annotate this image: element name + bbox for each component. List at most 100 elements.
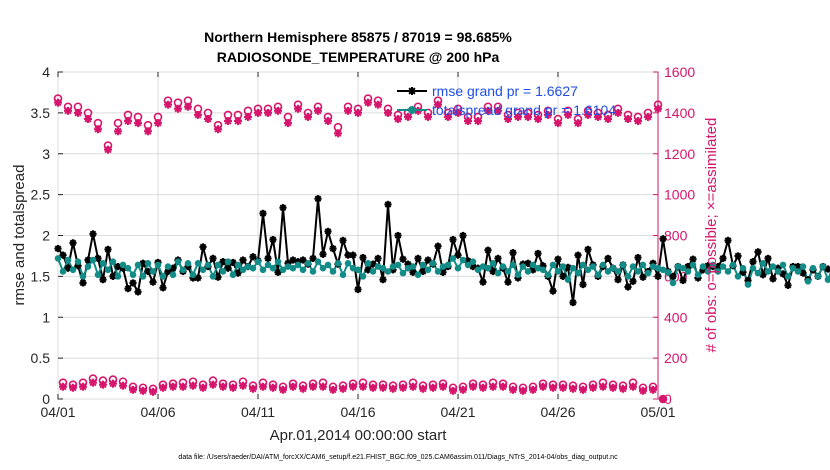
obs-assimilated-point (289, 382, 297, 391)
marker-stroke (319, 383, 327, 391)
rmse-point (414, 254, 422, 262)
marker-stroke (579, 281, 587, 288)
marker-stroke (409, 268, 417, 276)
marker-stroke (109, 380, 117, 388)
totalspread-point (824, 276, 830, 283)
marker-stroke (229, 384, 237, 392)
totalspread-point (539, 266, 547, 274)
marker-stroke (84, 256, 92, 264)
rmse-point (534, 249, 542, 258)
y-right-tick-label: 1600 (664, 64, 695, 80)
obs-assimilated-point (334, 129, 342, 138)
obs-assimilated-point (124, 117, 132, 126)
rmse-point (549, 287, 557, 295)
marker-stroke (54, 99, 62, 107)
obs-assimilated-point (594, 112, 602, 121)
totalspread-point (639, 261, 647, 269)
obs-assimilated-point (349, 382, 357, 391)
totalspread-point (784, 273, 792, 280)
marker-stroke (404, 113, 412, 121)
marker-stroke (624, 283, 632, 291)
y-tick-label: 3.5 (31, 105, 51, 121)
rmse-point (574, 251, 582, 259)
obs-assimilated-point (264, 108, 272, 117)
marker-stroke (529, 386, 537, 394)
marker-stroke (164, 268, 172, 275)
rmse-point (279, 204, 287, 212)
obs-assimilated-point (449, 386, 457, 395)
totalspread-point (719, 263, 727, 270)
totalspread-point (569, 264, 577, 272)
rmse-point (454, 251, 462, 259)
y-tick-label: 2 (42, 228, 50, 244)
y-tick-label: 0.5 (31, 350, 51, 366)
rmse-point (629, 277, 637, 285)
rmse-point (339, 236, 347, 245)
totalspread-point (664, 268, 672, 276)
rmse-point (399, 255, 407, 263)
marker-stroke (109, 273, 117, 280)
obs-assimilated-point (644, 112, 652, 121)
marker-stroke (69, 239, 77, 247)
totalspread-point (209, 273, 217, 280)
marker-stroke (89, 230, 97, 238)
marker-stroke (269, 384, 277, 392)
marker-stroke (764, 255, 772, 262)
obs-assimilated-point (114, 127, 122, 136)
totalspread-point (669, 279, 677, 287)
totalspread-point (549, 261, 557, 269)
totalspread-point (779, 261, 787, 269)
marker-stroke (364, 266, 372, 274)
obs-assimilated-point (469, 382, 477, 391)
marker-stroke (289, 383, 297, 391)
legend-marker-totalspread (408, 106, 416, 114)
y-tick-label: 0 (42, 391, 50, 407)
rmse-point (199, 243, 207, 251)
totalspread-point (204, 261, 212, 269)
totalspread-point (279, 266, 287, 274)
totalspread-point (609, 264, 617, 272)
y-tick-label: 3 (42, 146, 50, 162)
marker-stroke (414, 255, 422, 262)
obs-assimilated-point (249, 384, 257, 393)
rmse-point (384, 200, 392, 209)
obs-assimilated-point (174, 104, 182, 113)
obs-assimilated-point (204, 115, 212, 124)
rmse-point (239, 256, 247, 264)
marker-stroke (749, 258, 757, 265)
rmse-point (99, 276, 107, 284)
marker-stroke (104, 246, 112, 253)
marker-stroke (519, 387, 527, 395)
totalspread-point (594, 271, 602, 279)
marker-stroke (504, 278, 512, 286)
rmse-point (559, 272, 567, 280)
marker-stroke (354, 109, 362, 117)
legend-entry-totalspread: totalspread grand pr = 1.6104 (432, 102, 616, 118)
obs-assimilated-point (244, 112, 252, 121)
obs-assimilated-point (209, 380, 217, 389)
marker-stroke (559, 273, 567, 280)
marker-stroke (434, 101, 442, 109)
obs-assimilated-point (374, 100, 382, 109)
totalspread-point (544, 271, 552, 279)
obs-assimilated-point (634, 117, 642, 126)
obs-assimilated-point (324, 117, 332, 126)
marker-stroke (79, 383, 87, 391)
totalspread-point (769, 263, 777, 270)
marker-stroke (174, 105, 182, 113)
obs-assimilated-point (549, 383, 557, 392)
marker-stroke (59, 251, 67, 259)
marker-stroke (219, 258, 227, 265)
rmse-point (479, 278, 487, 286)
totalspread-point (144, 259, 152, 267)
obs-assimilated-point (559, 383, 567, 392)
totalspread-point (239, 266, 247, 274)
obs-assimilated-point (489, 382, 497, 391)
marker-stroke (279, 204, 287, 212)
totalspread-point (429, 259, 437, 267)
totalspread-point (69, 266, 77, 274)
totalspread-point (64, 256, 72, 264)
marker-stroke (499, 383, 507, 391)
totalspread-point (184, 259, 192, 267)
marker-stroke (219, 383, 227, 391)
